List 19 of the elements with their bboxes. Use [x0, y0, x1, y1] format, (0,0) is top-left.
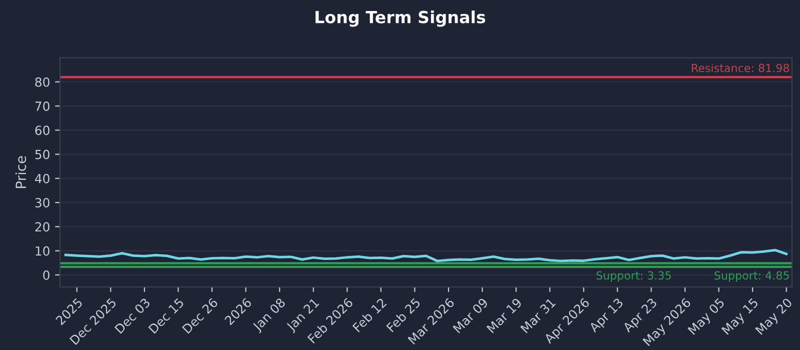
ref-line-label: Support: 4.85	[714, 271, 789, 282]
line-series	[64, 248, 788, 262]
y-tick-label: 70	[35, 101, 50, 111]
ref-line-label: Resistance: 81.98	[692, 64, 790, 72]
y-tick-label: 20	[35, 222, 50, 232]
y-tick-label: 50	[35, 150, 50, 160]
y-tick-label: 30	[35, 198, 50, 208]
y-tick-label: 10	[36, 246, 50, 256]
x-tick-label: Feb 12	[352, 298, 387, 332]
y-tick-label: 80	[35, 77, 50, 87]
x-tick-label: Dec 26	[182, 297, 218, 334]
y-axis-title: Price	[15, 156, 26, 188]
y-tick-label: 60	[35, 126, 50, 136]
y-tick-label: 0	[43, 270, 50, 280]
x-tick-label: Apr 13	[588, 298, 626, 335]
ref-line-label: Support: 3.35	[596, 271, 671, 282]
chart-title: Long Term Signals	[316, 10, 486, 27]
y-tick-label: 40	[34, 174, 50, 184]
x-tick-label: Jan 08	[252, 297, 288, 334]
